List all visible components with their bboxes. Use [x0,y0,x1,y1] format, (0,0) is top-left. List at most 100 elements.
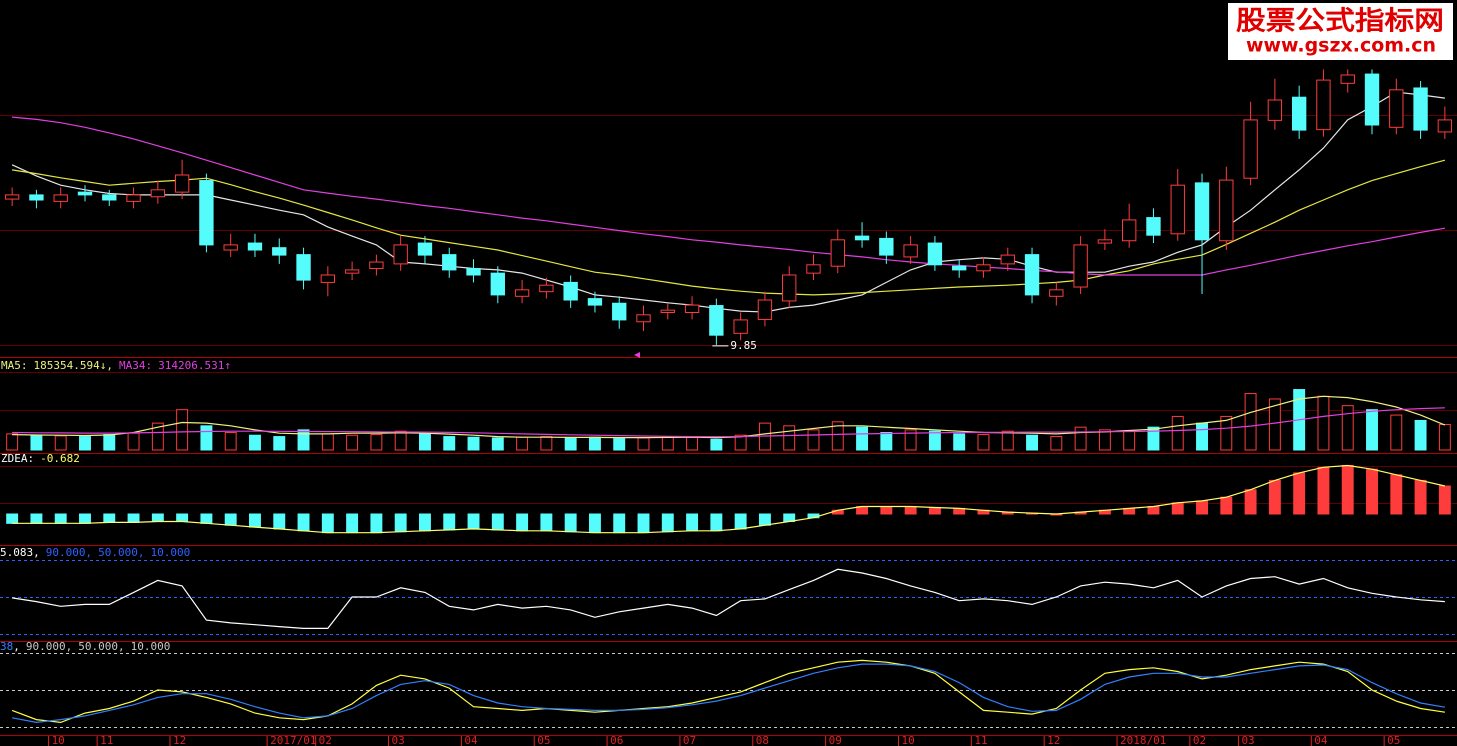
panel-separators [0,357,1457,736]
panel-header: ↓ [100,359,107,372]
bar [1147,506,1160,515]
bar [200,425,213,451]
indicator-line [12,568,1445,629]
candle-body [684,304,700,313]
bar [856,426,869,451]
x-tick-label: 2018/01 [1120,734,1166,746]
bar [1317,466,1330,515]
bar [1196,500,1208,515]
bar [686,513,699,532]
bar [1026,434,1039,451]
candle-body [636,314,651,323]
bar [1414,419,1427,451]
bar [1220,415,1233,451]
panel-header: 314206.531 [158,359,224,372]
candle-body [1364,73,1380,126]
bar [613,513,626,534]
bar [1050,436,1063,451]
candle-body [903,244,918,258]
bar [564,437,577,451]
watermark-url: www.gszx.com.cn [1246,35,1436,57]
candle-body [733,319,748,334]
bar [321,433,334,451]
candle-body [174,174,190,193]
candle-body [1024,254,1040,296]
candle-body [539,284,554,293]
candle-body [247,242,263,251]
candle-body [927,242,943,266]
bar [1341,464,1354,515]
bar [6,433,19,451]
ma-line [12,159,1446,296]
panel-header: ↑ [224,359,231,372]
bar [370,513,383,534]
bar [151,422,164,451]
bar [1438,485,1451,515]
bar [1268,479,1281,515]
bar [79,436,91,451]
candle-body [466,268,481,276]
candle-body [1097,239,1113,244]
candle-body [1413,87,1428,131]
bar [1390,414,1403,451]
candle-body [1146,217,1161,236]
bar [977,434,990,451]
candle-body [782,274,797,302]
panel-header: ZDEA: [1,452,34,465]
candle-body [1316,79,1331,131]
bar [79,513,91,524]
candle-body [1000,254,1015,265]
candle-body [4,194,20,200]
candle-body [612,302,627,321]
x-tick-label: 03 [1241,734,1254,746]
ma-line [12,116,1446,276]
bar [273,513,286,530]
candle-body [976,264,991,272]
x-tick-label: 03 [392,734,405,746]
candle-body [29,194,44,201]
watermark: 股票公式指标网 www.gszx.com.cn [1228,3,1453,60]
bar [1001,430,1014,451]
candle-body [393,244,408,265]
candle-body [757,299,773,320]
bar [540,436,553,451]
panel-header: MA34: [119,359,152,372]
panel-header: 90.000 [46,546,86,559]
bar [1390,474,1403,515]
panel-header: , [138,546,145,559]
bar [661,513,674,533]
candle-body [369,261,384,270]
bar [467,436,480,451]
bar [734,434,747,451]
bar [783,425,796,451]
panel-header: 45.083 [0,546,33,559]
panel-header: , [106,359,113,372]
candle-body [1437,119,1453,133]
candle-body [1170,184,1185,235]
panel-header: 10.000 [131,640,171,653]
bar [904,429,917,451]
bar [1244,489,1257,515]
bar [418,433,431,451]
bar [1171,502,1184,515]
bar [418,513,431,532]
bar [516,436,529,451]
x-tick-label: 10 [901,734,914,746]
bar [54,435,67,451]
bar [6,513,19,524]
bar [127,432,140,451]
panel-header: 31.38 [0,640,13,653]
bar [1098,429,1111,451]
candle-body [77,191,93,196]
candle-body [1389,89,1404,128]
bar [1123,430,1136,451]
panel-header: , [33,546,40,559]
bar [1317,395,1330,451]
candle-body [199,180,214,246]
x-tick-label: 09 [829,734,842,746]
bar [928,430,941,451]
candle-body [417,242,433,256]
x-tick-label: 07 [683,734,696,746]
panel-header: 185354.594 [34,359,101,372]
candle-body [1049,289,1064,297]
